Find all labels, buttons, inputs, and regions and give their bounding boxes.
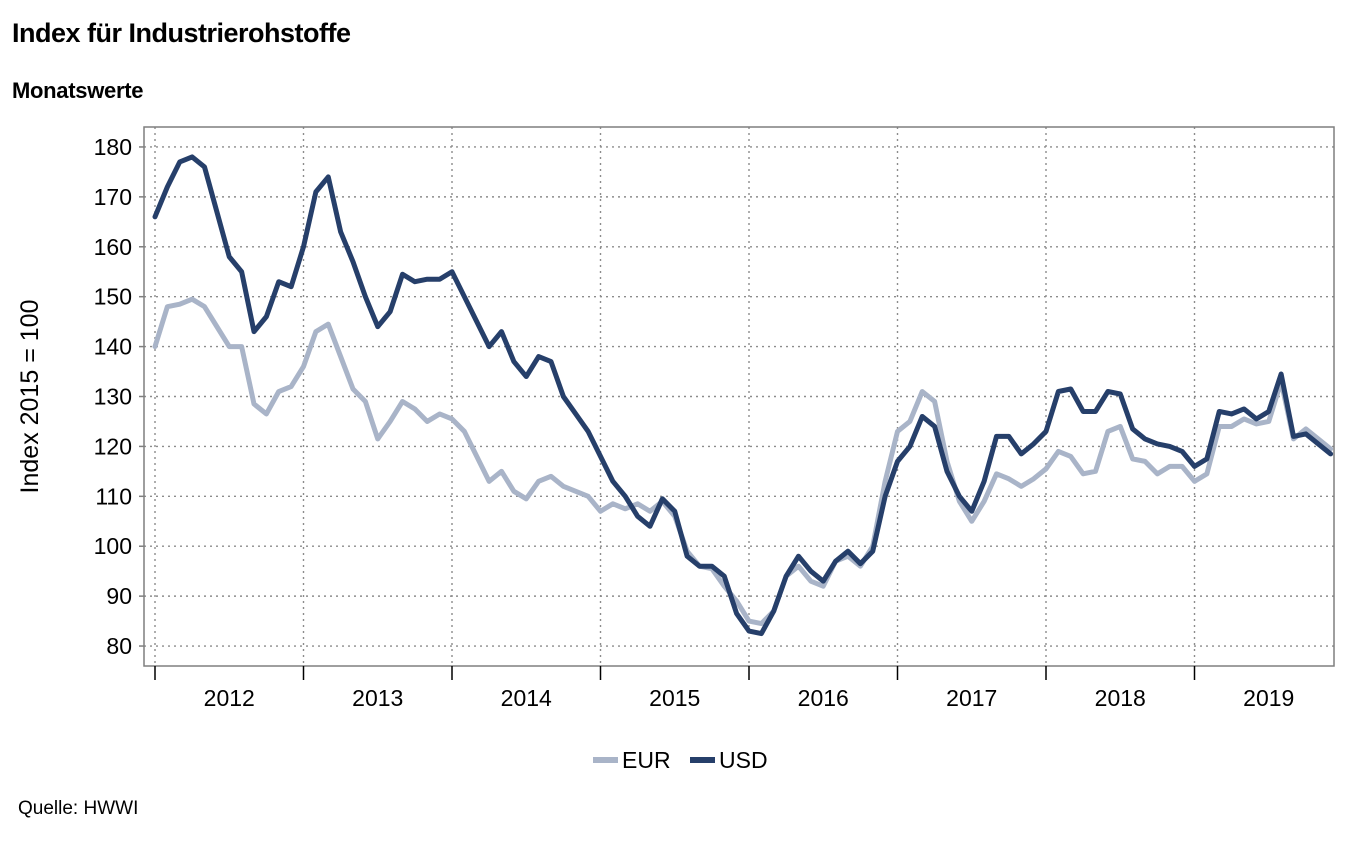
x-tick-label: 2014: [501, 685, 552, 711]
gridlines: [144, 127, 1334, 666]
y-tick-label: 90: [106, 583, 132, 609]
x-tick-label: 2016: [798, 685, 849, 711]
y-axis-title: Index 2015 = 100: [16, 300, 44, 494]
series-line-eur: [152, 296, 1334, 627]
series-line-usd: [152, 154, 1334, 637]
y-tick-label: 110: [95, 483, 132, 509]
axis-ticks: 80 90 100 110 120 130 140 150 160 170 180 2012 2013 2…: [94, 134, 1295, 711]
legend: EUR USD: [593, 747, 768, 773]
chart-title: Index für Industrierohstoffe: [12, 18, 351, 48]
x-tick-label: 2012: [204, 685, 255, 711]
source-note: Quelle: HWWI: [18, 798, 139, 819]
x-tick-label: 2017: [946, 685, 997, 711]
legend-label-eur: EUR: [622, 747, 671, 773]
x-tick-label: 2018: [1095, 685, 1146, 711]
y-tick-label: 160: [94, 234, 132, 260]
y-tick-label: 80: [106, 633, 132, 659]
y-tick-label: 120: [94, 433, 132, 459]
y-tick-label: 100: [94, 533, 132, 559]
chart-subtitle: Monatswerte: [12, 78, 144, 103]
y-tick-label: 180: [94, 134, 132, 160]
y-tick-label: 150: [94, 284, 132, 310]
y-tick-label: 140: [94, 334, 132, 360]
y-tick-label: 170: [94, 184, 132, 210]
x-tick-label: 2015: [649, 685, 700, 711]
series-lines: [152, 154, 1334, 637]
x-tick-label: 2019: [1243, 685, 1294, 711]
legend-label-usd: USD: [719, 747, 768, 773]
y-tick-label: 130: [94, 384, 132, 410]
x-tick-label: 2013: [352, 685, 403, 711]
